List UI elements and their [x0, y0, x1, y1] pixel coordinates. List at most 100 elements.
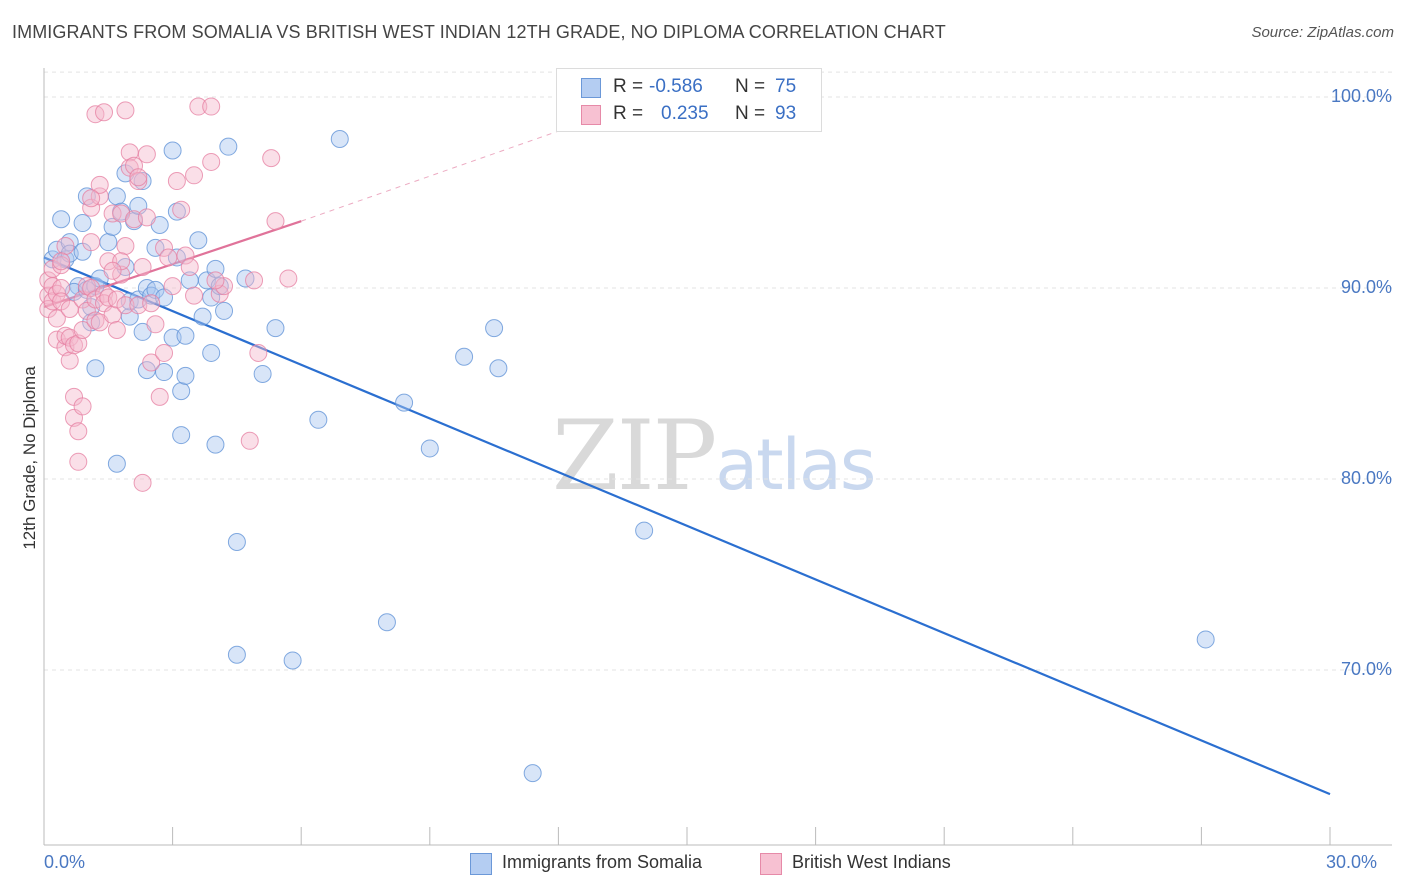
point-bwi — [249, 343, 268, 362]
legend-n-label: N = — [735, 76, 766, 97]
point-somalia — [99, 233, 118, 252]
point-bwi — [69, 422, 88, 441]
zipatlas-watermark: ZIPatlas — [552, 400, 876, 512]
point-somalia — [227, 533, 246, 552]
x-tick-label-min: 0.0% — [44, 852, 86, 872]
point-bwi — [172, 200, 191, 219]
point-bwi — [52, 256, 71, 275]
point-somalia — [73, 214, 92, 233]
legend-n-value: 75 — [775, 76, 797, 97]
point-bwi — [47, 309, 66, 328]
point-somalia — [377, 613, 396, 632]
point-somalia — [266, 319, 285, 338]
point-somalia — [163, 141, 182, 160]
data-points — [39, 97, 1215, 783]
point-bwi — [129, 172, 148, 191]
point-bwi — [137, 145, 156, 164]
legend-r-value: 0.235 — [661, 103, 709, 124]
point-bwi — [150, 387, 169, 406]
point-somalia — [455, 347, 474, 366]
point-bwi — [137, 208, 156, 227]
point-somalia — [155, 363, 174, 382]
point-bwi — [279, 269, 298, 288]
point-somalia — [172, 426, 191, 445]
point-bwi — [95, 103, 114, 122]
point-bwi — [163, 277, 182, 296]
legend-r-label: R = — [613, 103, 644, 124]
point-bwi — [82, 233, 101, 252]
point-somalia — [107, 187, 126, 206]
legend-r-value: -0.586 — [649, 76, 703, 97]
point-somalia — [202, 343, 221, 362]
trend-lines — [43, 115, 1331, 796]
axes — [43, 68, 1392, 846]
trend-line-extension-bwi — [301, 115, 602, 222]
trend-line-somalia — [43, 256, 1331, 796]
point-somalia — [253, 364, 272, 383]
point-somalia — [176, 366, 195, 385]
legend-swatch-somalia — [581, 78, 601, 98]
point-bwi — [155, 343, 174, 362]
point-somalia — [1196, 630, 1215, 649]
legend-swatch-bwi — [760, 853, 782, 875]
point-bwi — [206, 271, 225, 290]
point-bwi — [107, 321, 126, 340]
point-somalia — [283, 651, 302, 670]
watermark-atlas: atlas — [715, 424, 876, 506]
point-bwi — [202, 152, 221, 171]
legend-swatch-bwi — [581, 105, 601, 125]
y-tick-label-80: 80.0% — [1340, 468, 1392, 488]
point-bwi — [60, 351, 79, 370]
point-somalia — [309, 410, 328, 429]
point-somalia — [86, 359, 105, 378]
point-bwi — [142, 294, 161, 313]
point-bwi — [52, 279, 71, 297]
chart-source: Source: ZipAtlas.com — [1251, 24, 1394, 41]
y-tick-label-100: 100.0% — [1330, 86, 1392, 106]
chart-title: IMMIGRANTS FROM SOMALIA VS BRITISH WEST … — [12, 22, 946, 42]
point-bwi — [116, 101, 135, 120]
point-somalia — [215, 301, 234, 320]
point-bwi — [142, 353, 161, 372]
point-bwi — [129, 168, 148, 187]
point-somalia — [395, 393, 414, 412]
legend-swatch-somalia — [470, 853, 492, 875]
point-bwi — [180, 257, 199, 276]
legend-n-value: 93 — [775, 103, 797, 124]
point-somalia — [189, 231, 208, 250]
trend-line-bwi — [43, 220, 302, 309]
point-bwi — [155, 238, 174, 257]
point-bwi — [215, 277, 234, 296]
point-bwi — [185, 286, 204, 305]
point-bwi — [146, 315, 165, 334]
point-somalia — [193, 307, 212, 326]
point-bwi — [69, 452, 88, 471]
legend-r-label: R = — [613, 76, 644, 97]
point-bwi — [240, 431, 259, 450]
point-somalia — [219, 137, 238, 156]
point-bwi — [73, 321, 92, 340]
point-bwi — [245, 271, 264, 290]
legend-n-label: N = — [735, 103, 766, 124]
point-somalia — [523, 764, 542, 783]
point-bwi — [185, 166, 204, 185]
point-bwi — [56, 236, 75, 255]
point-bwi — [52, 252, 71, 271]
y-axis-label: 12th Grade, No Diploma — [20, 366, 39, 550]
point-somalia — [485, 319, 504, 338]
point-bwi — [262, 149, 281, 168]
point-somalia — [227, 645, 246, 664]
point-bwi — [116, 296, 135, 315]
point-somalia — [206, 435, 225, 454]
point-bwi — [73, 397, 92, 416]
point-bwi — [82, 189, 101, 208]
point-somalia — [330, 130, 349, 149]
point-somalia — [176, 326, 195, 345]
y-tick-label-90: 90.0% — [1340, 277, 1392, 297]
point-bwi — [176, 246, 195, 265]
point-bwi — [133, 473, 152, 492]
point-bwi — [133, 257, 152, 276]
legend-label-somalia: Immigrants from Somalia — [502, 852, 703, 872]
y-tick-label-70: 70.0% — [1340, 659, 1392, 679]
point-bwi — [112, 265, 131, 284]
